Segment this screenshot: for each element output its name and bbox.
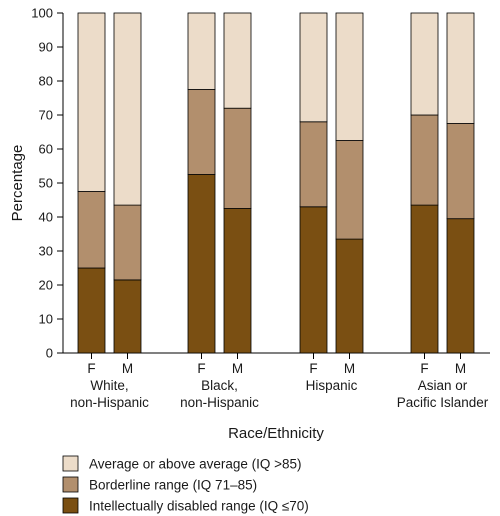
- bar-segment: [223, 107, 252, 209]
- group-label: Pacific Islander: [397, 395, 489, 410]
- legend-label: Average or above average (IQ >85): [89, 457, 302, 472]
- group-label: non-Hispanic: [180, 395, 259, 410]
- group-label: non-Hispanic: [70, 395, 149, 410]
- bar-segment: [299, 206, 328, 354]
- sex-label: M: [455, 361, 466, 376]
- y-tick-label: 70: [39, 108, 53, 123]
- plot-area: 0 10 20 30 40 50 60 70 80 90 100 F M White, non-Hispan…: [31, 6, 490, 410]
- y-tick-label: 90: [39, 40, 53, 55]
- group-label: Black,: [201, 378, 238, 393]
- legend-label: Borderline range (IQ 71–85): [89, 478, 257, 493]
- y-tick-label: 100: [31, 6, 53, 21]
- bar-segment: [335, 140, 364, 240]
- bar-segment: [299, 121, 328, 208]
- bar-segment: [299, 12, 328, 123]
- group-label: Hispanic: [306, 378, 358, 393]
- y-tick-label: 40: [39, 210, 53, 225]
- y-tick-label: 10: [39, 312, 53, 327]
- legend-swatch: [62, 497, 79, 514]
- sex-label: M: [344, 361, 355, 376]
- legend-label: Intellectually disabled range (IQ ≤70): [89, 499, 309, 514]
- bar-segment: [446, 218, 475, 354]
- y-tick-label: 80: [39, 74, 53, 89]
- y-tick-label: 0: [46, 346, 53, 361]
- bar-segment: [187, 12, 216, 90]
- bar-segment: [187, 174, 216, 354]
- legend-swatch: [62, 455, 79, 472]
- bar-segment: [446, 123, 475, 220]
- bar-segment: [77, 267, 106, 354]
- sex-label: F: [87, 361, 95, 376]
- bar-segment: [113, 204, 142, 281]
- bar-segment: [77, 191, 106, 269]
- bar-segment: [446, 12, 475, 124]
- legend-swatch: [62, 476, 79, 493]
- bar-segment: [113, 12, 142, 206]
- legend: Average or above average (IQ >85) Borderl…: [62, 455, 309, 514]
- bar-segment: [223, 208, 252, 354]
- bar-segment: [113, 279, 142, 354]
- y-axis-title: Percentage: [9, 145, 26, 222]
- bar-segment: [335, 238, 364, 354]
- sex-label: F: [309, 361, 317, 376]
- bar-segment: [410, 12, 439, 116]
- bar-segment: [335, 12, 364, 141]
- group-label: White,: [90, 378, 128, 393]
- y-tick-label: 60: [39, 142, 53, 157]
- y-tick-label: 30: [39, 244, 53, 259]
- sex-label: M: [122, 361, 133, 376]
- y-tick-label: 20: [39, 278, 53, 293]
- sex-label: F: [420, 361, 428, 376]
- bar-segment: [410, 204, 439, 354]
- group-label: Asian or: [418, 378, 468, 393]
- y-tick-label: 50: [39, 176, 53, 191]
- bar-segment: [223, 12, 252, 109]
- x-axis-title: Race/Ethnicity: [228, 425, 324, 442]
- bar-segment: [410, 114, 439, 206]
- sex-label: F: [197, 361, 205, 376]
- sex-label: M: [232, 361, 243, 376]
- bar-segment: [77, 12, 106, 192]
- bar-segment: [187, 89, 216, 175]
